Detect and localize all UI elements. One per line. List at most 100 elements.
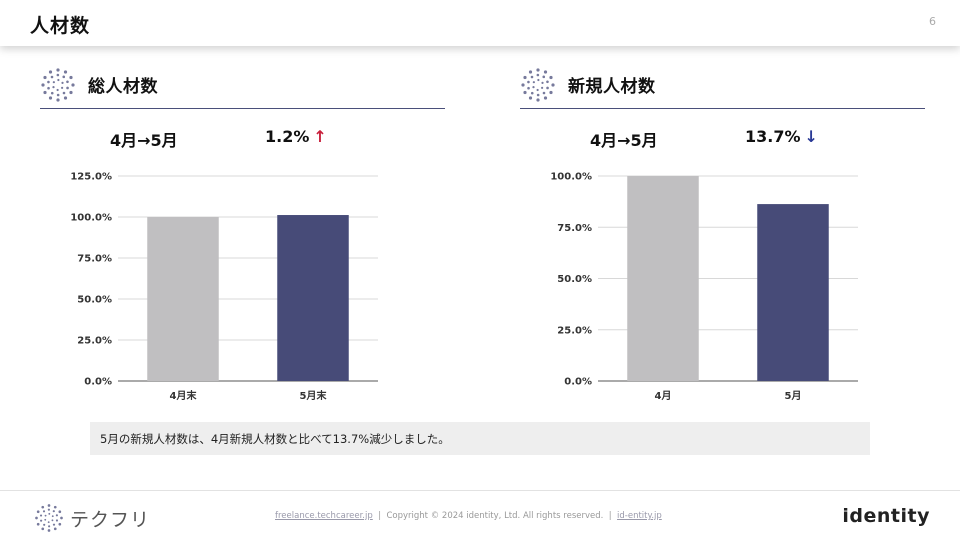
logo-dot <box>63 96 68 100</box>
logo-dot <box>55 514 58 517</box>
logo-dot <box>53 505 57 509</box>
bar <box>627 176 699 381</box>
logo-dot <box>39 514 43 517</box>
logo-dot <box>41 527 45 531</box>
change-period: 4月→5月 <box>110 131 178 150</box>
logo-dot <box>532 81 535 84</box>
change-value-group: 1.2% ↑ <box>265 127 327 146</box>
logo-dot <box>536 88 539 92</box>
logo-dot <box>542 75 546 79</box>
logo-dot <box>51 519 54 522</box>
panel-header: 総人材数 <box>40 64 445 109</box>
y-tick-label: 100.0% <box>550 172 592 183</box>
logo-dot <box>69 75 73 80</box>
logo-dot <box>43 90 47 95</box>
logo-dot <box>52 86 55 89</box>
logo-dot <box>35 516 38 520</box>
logo-dot <box>47 504 51 507</box>
logo-dot <box>543 96 548 100</box>
logo-dot <box>66 86 69 90</box>
logo-dot <box>47 86 50 90</box>
footer-links: freelance.techcareer.jp | Copyright © 20… <box>275 511 662 521</box>
logo-dot <box>527 80 530 84</box>
logo-dot <box>36 522 40 526</box>
logo-dot <box>536 93 540 97</box>
logo-dot <box>523 90 527 95</box>
panel-title: 総人材数 <box>88 77 158 97</box>
header-bar: 人材数 6 <box>0 0 960 46</box>
total-talent-panel: 総人材数 4月→5月 1.2% ↑ 0.0% 25.0% 50.0% 75.0% 100.… <box>40 64 445 402</box>
logo-dot <box>58 510 62 514</box>
dot-circle-icon <box>35 504 63 532</box>
logo-dot <box>50 75 54 79</box>
change-percent: 13.7% <box>745 127 801 146</box>
note-text: 5月の新規人材数は、4月新規人材数と比べて13.7%減少しました。 <box>100 432 450 446</box>
logo-dot <box>48 70 53 74</box>
logo-dot <box>56 68 60 72</box>
logo-dot <box>527 86 530 90</box>
logo-dot <box>47 80 50 84</box>
identity-logo: identity <box>842 505 930 527</box>
y-tick-label: 25.0% <box>77 336 112 347</box>
logo-dot <box>551 83 555 87</box>
logo-dot <box>50 91 54 95</box>
logo-dot <box>532 86 535 89</box>
logo-dot <box>536 68 540 72</box>
logo-dot <box>51 515 54 518</box>
bar <box>147 217 219 381</box>
logo-dot <box>523 75 527 80</box>
logo-dot <box>58 522 62 526</box>
footer: テクフリ freelance.techcareer.jp | Copyright… <box>0 490 960 541</box>
logo-dot <box>44 518 47 521</box>
logo-dot <box>541 86 544 89</box>
freelance-link[interactable]: freelance.techcareer.jp <box>275 511 373 521</box>
y-tick-label: 100.0% <box>70 213 112 224</box>
logo-dot <box>549 90 553 95</box>
logo-dot <box>47 508 50 511</box>
logo-dot <box>41 505 45 509</box>
bar-chart-new: 0.0% 25.0% 50.0% 75.0% 100.0% 4月 5月 <box>550 172 858 402</box>
x-tick-label: 4月末 <box>170 389 198 402</box>
logo-dot <box>549 75 553 80</box>
logo-dot <box>63 70 68 74</box>
total-talent-chart: 0.0% 25.0% 50.0% 75.0% 100.0% 125.0% 4月末 5月末 <box>40 164 445 404</box>
x-tick-label: 5月末 <box>300 389 328 402</box>
new-talent-chart: 0.0% 25.0% 50.0% 75.0% 100.0% 4月 5月 <box>520 164 925 404</box>
logo-dot <box>41 83 45 87</box>
logo-dot <box>536 73 540 77</box>
logo-dot <box>56 98 60 102</box>
logo-dot <box>530 91 534 95</box>
logo-dot <box>62 91 66 95</box>
logo-dot <box>52 510 55 513</box>
logo-dot <box>69 90 73 95</box>
logo-dot <box>42 510 46 513</box>
y-tick-label: 125.0% <box>70 172 112 183</box>
brand-left: テクフリ <box>70 509 151 531</box>
logo-dot <box>537 78 540 82</box>
new-talent-panel: 新規人材数 4月→5月 13.7% ↓ 0.0% 25.0% 50.0% 75.0% 10… <box>520 64 925 402</box>
logo-dot <box>36 510 40 514</box>
logo-dot <box>543 70 548 74</box>
change-summary: 4月→5月 1.2% ↑ <box>40 109 445 159</box>
logo-dot <box>47 521 50 524</box>
y-tick-label: 0.0% <box>84 377 112 388</box>
panel-header: 新規人材数 <box>520 64 925 109</box>
arrow-down-icon: ↓ <box>804 127 818 146</box>
logo-dot <box>52 81 55 84</box>
identity-link[interactable]: id-entity.jp <box>617 511 662 521</box>
change-percent: 1.2% <box>265 127 310 146</box>
change-value-group: 13.7% ↓ <box>745 127 818 146</box>
logo-dot <box>56 73 60 77</box>
bar <box>757 204 829 381</box>
logo-dot <box>530 75 534 79</box>
logo-dot <box>61 81 64 84</box>
logo-dot <box>528 70 533 74</box>
copyright-text: Copyright © 2024 identity, Ltd. All righ… <box>386 511 604 521</box>
logo-dot <box>55 519 59 522</box>
logo-dot <box>61 86 64 89</box>
panel-title: 新規人材数 <box>568 77 656 97</box>
y-tick-label: 75.0% <box>77 254 112 265</box>
y-tick-label: 50.0% <box>77 295 112 306</box>
logo-dot <box>56 88 59 92</box>
logo-dot <box>528 96 533 100</box>
